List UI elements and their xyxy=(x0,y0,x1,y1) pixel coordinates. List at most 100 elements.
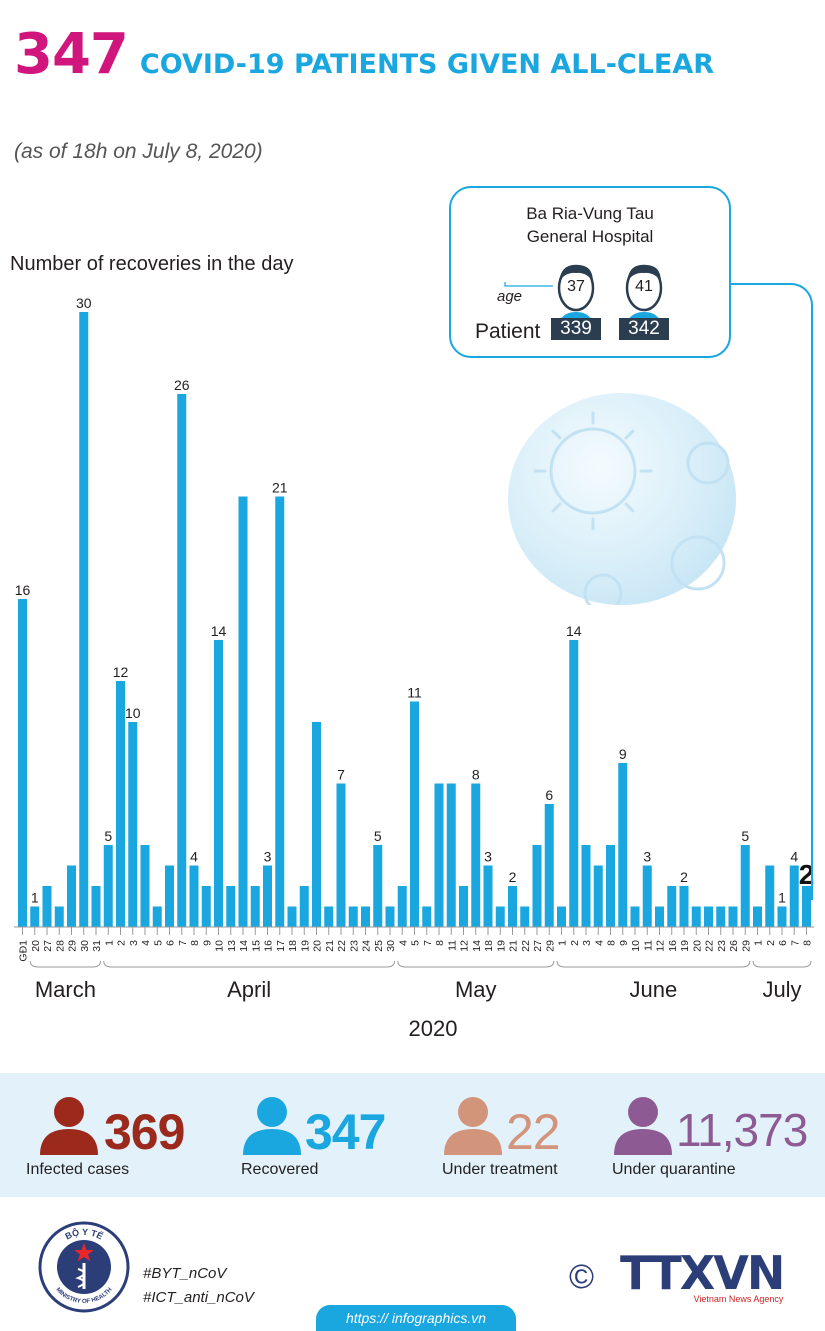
data-label: 5 xyxy=(104,828,112,844)
connector-line xyxy=(731,283,813,900)
tick-label: 3 xyxy=(128,940,140,946)
website-url[interactable]: https:// infographics.vn xyxy=(316,1305,516,1331)
quarantine-value: 11,373 xyxy=(676,1104,808,1156)
tick-label: 29 xyxy=(544,940,556,952)
patient-id: 339 xyxy=(551,318,601,340)
bar xyxy=(324,906,334,927)
tick-label: 19 xyxy=(299,940,311,952)
month-bracket xyxy=(556,960,751,968)
data-label: 16 xyxy=(15,582,31,598)
quarantine-label: Under quarantine xyxy=(612,1161,736,1178)
bar xyxy=(214,640,223,927)
treatment-label: Under treatment xyxy=(442,1161,558,1178)
data-label: 10 xyxy=(125,705,141,721)
tick-label: 15 xyxy=(250,940,262,952)
bar xyxy=(520,906,530,927)
tick-label: 11 xyxy=(642,940,654,951)
infected-label: Infected cases xyxy=(26,1161,130,1178)
data-label: 4 xyxy=(790,849,798,865)
tick-label: 8 xyxy=(189,940,201,946)
bar xyxy=(103,845,113,927)
bar xyxy=(165,865,174,927)
hospital-name-line2: General Hospital xyxy=(526,227,654,246)
as-of-date: (as of 18h on July 8, 2020) xyxy=(14,140,263,163)
bar xyxy=(508,886,517,927)
hospital-name-line1: Ba Ria-Vung Tau xyxy=(526,204,654,223)
tick-label: 23 xyxy=(716,940,728,952)
tick-label: 2 xyxy=(116,940,128,946)
bar xyxy=(606,845,615,927)
bar xyxy=(471,783,481,927)
data-label: 1 xyxy=(31,890,39,906)
month-label: March xyxy=(35,977,96,1002)
tick-label: 2 xyxy=(569,940,581,946)
x-axis-label: 2020 xyxy=(409,1016,458,1041)
tick-label: 9 xyxy=(201,940,213,946)
tick-label: 10 xyxy=(630,940,642,952)
virus-illustration xyxy=(508,393,736,613)
bar xyxy=(128,722,138,927)
tick-label: 18 xyxy=(483,940,495,952)
month-bracket xyxy=(752,960,812,968)
data-label: 6 xyxy=(545,787,553,803)
bar xyxy=(655,906,664,927)
tick-label: 22 xyxy=(336,940,348,952)
bar xyxy=(238,496,248,927)
bar xyxy=(557,906,566,927)
bar xyxy=(116,681,125,927)
treatment-person-icon xyxy=(444,1097,502,1155)
tick-label: 19 xyxy=(495,940,507,952)
bar xyxy=(704,906,713,927)
tick-label: 4 xyxy=(397,940,409,946)
tick-label: 24 xyxy=(361,940,373,952)
tick-label: 12 xyxy=(459,940,471,952)
bar xyxy=(385,906,395,927)
hashtags: #BYT_nCoV #ICT_anti_nCoV xyxy=(143,1262,254,1310)
bar xyxy=(422,906,432,927)
patient-age: 41 xyxy=(635,278,653,295)
tick-label: 31 xyxy=(91,940,103,952)
tick-label: 16 xyxy=(667,940,679,952)
hashtag-byt: #BYT_nCoV xyxy=(143,1265,227,1282)
patient-id: 342 xyxy=(619,318,669,340)
data-label: 1 xyxy=(778,890,786,906)
tick-label: 11 xyxy=(446,940,458,951)
bar xyxy=(532,845,542,927)
bar xyxy=(593,865,603,927)
bar xyxy=(201,886,211,927)
tick-label: 13 xyxy=(226,940,238,952)
bar xyxy=(287,906,297,927)
age-arrow-icon xyxy=(504,282,553,287)
bar xyxy=(152,906,162,927)
bar xyxy=(495,906,505,927)
tick-label: 3 xyxy=(581,940,593,946)
bar xyxy=(348,906,358,927)
data-label: 12 xyxy=(113,664,129,680)
agency-logo-text: TTXVN xyxy=(620,1246,785,1300)
patient-card: 37 339 xyxy=(551,260,601,340)
data-label: 8 xyxy=(472,767,480,783)
bar xyxy=(177,394,187,927)
data-label: 2 xyxy=(680,869,688,885)
agency-logo: TTXVN Vietnam News Agency xyxy=(620,1246,785,1304)
tick-label: 25 xyxy=(373,940,385,952)
virus-icon xyxy=(533,411,730,613)
tick-label: 16 xyxy=(263,940,275,952)
data-label: 14 xyxy=(211,623,227,639)
bar xyxy=(753,906,762,927)
headline: 347 COVID-19 PATIENTS GIVEN ALL-CLEAR xyxy=(14,22,714,87)
tick-label: 22 xyxy=(704,940,716,952)
bar xyxy=(642,865,652,927)
tick-label: 8 xyxy=(434,940,446,946)
bar xyxy=(54,906,64,927)
tick-label: 27 xyxy=(42,940,54,952)
bar xyxy=(716,906,726,927)
hospital-info-box: Ba Ria-Vung Tau General Hospital age Pat… xyxy=(449,186,731,358)
tick-label: 9 xyxy=(618,940,630,946)
data-label: 9 xyxy=(619,746,627,762)
headline-number: 347 xyxy=(14,22,129,87)
tick-label: 7 xyxy=(177,940,189,946)
tick-label: 5 xyxy=(152,940,164,946)
bar xyxy=(410,701,419,927)
agency-name: Vietnam News Agency xyxy=(693,1294,784,1304)
